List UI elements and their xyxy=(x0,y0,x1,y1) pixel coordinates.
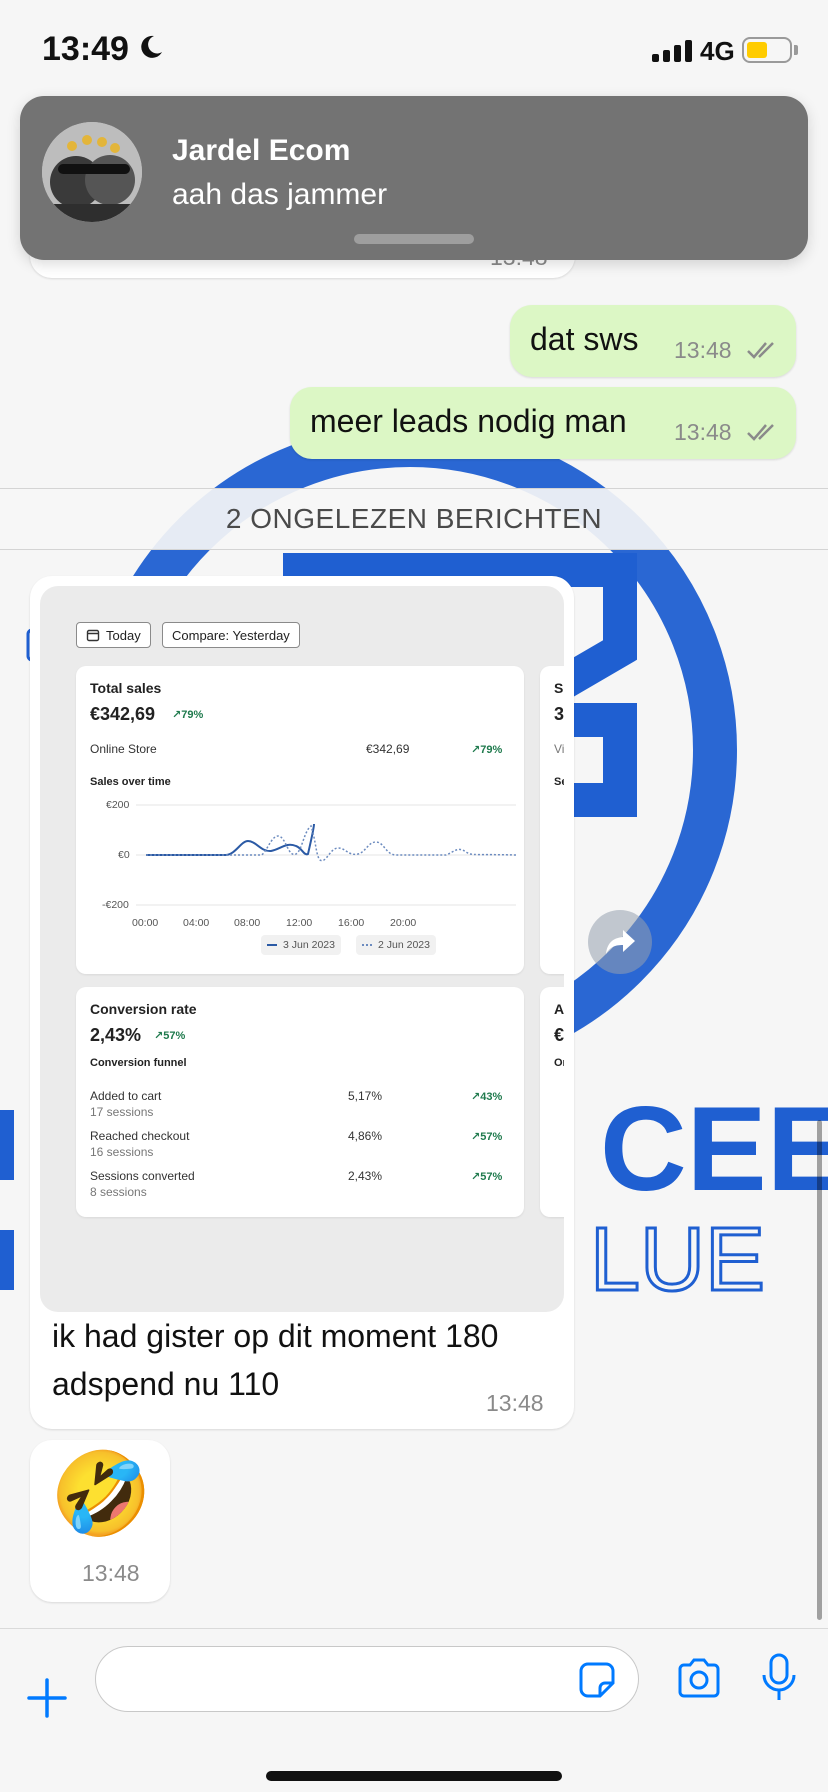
message-text: dat sws xyxy=(530,321,639,357)
total-sales-card: Total sales €342,69 ↗79% Online Store €3… xyxy=(76,666,524,974)
message-time: 13:48 xyxy=(674,337,732,363)
image-message-bubble[interactable]: Today Compare: Yesterday Total sales €34… xyxy=(30,576,574,1429)
chat-area[interactable]: CEE LUE 13:48 dat sws 13:48 meer leads n… xyxy=(0,100,828,1628)
funnel-sessions: 8 sessions xyxy=(90,1185,147,1199)
funnel-sessions: 16 sessions xyxy=(90,1145,154,1159)
moon-icon xyxy=(141,35,162,58)
calendar-icon xyxy=(86,629,100,642)
x-tick: 00:00 xyxy=(132,917,159,929)
image-caption-line1: ik had gister op dit moment 180 xyxy=(52,1318,499,1354)
online-store-change: ↗79% xyxy=(471,744,503,756)
funnel-label: Reached checkout xyxy=(90,1129,190,1143)
home-indicator[interactable] xyxy=(266,1771,562,1781)
forward-icon xyxy=(606,930,635,954)
legend-current: 3 Jun 2023 xyxy=(261,935,341,955)
funnel-label: Added to cart xyxy=(90,1089,162,1103)
sticker-icon[interactable] xyxy=(578,1661,616,1699)
plus-icon[interactable] xyxy=(26,1677,68,1719)
sessions-card-partial: S 3 Vi Se xyxy=(540,666,564,974)
status-time: 13:49 xyxy=(42,30,129,68)
battery-icon xyxy=(742,37,792,63)
message-input[interactable] xyxy=(95,1646,639,1712)
shopify-screenshot[interactable]: Today Compare: Yesterday Total sales €34… xyxy=(40,586,564,1312)
camera-icon[interactable] xyxy=(676,1657,722,1699)
x-tick: 16:00 xyxy=(338,917,365,929)
sales-chart-title: Sales over time xyxy=(90,776,171,788)
funnel-pct: 4,86% xyxy=(348,1129,383,1143)
notification-sender: Jardel Ecom xyxy=(172,134,351,167)
scrollbar[interactable] xyxy=(817,1120,822,1620)
avatar xyxy=(42,122,142,222)
message-time: 13:48 xyxy=(674,419,732,445)
message-text: meer leads nodig man xyxy=(310,403,627,439)
forward-button[interactable] xyxy=(588,910,652,974)
sales-line-chart xyxy=(136,804,516,906)
x-tick: 20:00 xyxy=(390,917,417,929)
notification-banner[interactable]: Jardel Ecom aah das jammer xyxy=(20,96,808,260)
funnel-pct: 2,43% xyxy=(348,1169,383,1183)
card-title: Conversion rate xyxy=(90,1001,197,1017)
funnel-change: ↗43% xyxy=(471,1091,503,1103)
x-tick: 04:00 xyxy=(183,917,210,929)
funnel-label: Sessions converted xyxy=(90,1169,195,1183)
emoji-message-bubble[interactable]: 🤣 13:48 xyxy=(30,1440,170,1602)
aov-card-partial: A € Or xyxy=(540,987,564,1217)
unread-label: 2 ONGELEZEN BERICHTEN xyxy=(225,503,603,534)
card-title: Total sales xyxy=(90,680,162,696)
notification-drag-handle[interactable] xyxy=(354,234,474,244)
read-ticks-icon xyxy=(747,424,774,441)
y-tick: €200 xyxy=(106,799,130,811)
total-sales-change: ↗79% xyxy=(172,709,204,721)
message-time: 13:48 xyxy=(486,1390,544,1416)
network-type: 4G xyxy=(700,36,735,66)
funnel-sessions: 17 sessions xyxy=(90,1105,154,1119)
legend-previous: 2 Jun 2023 xyxy=(356,935,436,955)
outgoing-message-2[interactable]: meer leads nodig man 13:48 xyxy=(290,387,796,459)
online-store-label: Online Store xyxy=(90,742,157,756)
x-tick: 12:00 xyxy=(286,917,313,929)
status-bar: 13:49 4G xyxy=(0,0,828,100)
message-time: 13:48 xyxy=(82,1560,140,1586)
message-input-bar xyxy=(0,1628,828,1792)
funnel-title: Conversion funnel xyxy=(90,1057,187,1069)
funnel-change: ↗57% xyxy=(471,1171,503,1183)
outgoing-message-1[interactable]: dat sws 13:48 xyxy=(510,305,796,377)
notification-message: aah das jammer xyxy=(172,178,388,211)
y-tick: €0 xyxy=(118,849,130,861)
online-store-value: €342,69 xyxy=(366,742,410,756)
conversion-value: 2,43% xyxy=(90,1025,142,1045)
svg-text:CEE: CEE xyxy=(600,1082,828,1216)
x-tick: 08:00 xyxy=(234,917,261,929)
battery-tip xyxy=(794,45,798,55)
emoji: 🤣 xyxy=(50,1449,153,1540)
unread-divider: 2 ONGELEZEN BERICHTEN xyxy=(0,488,828,550)
conversion-change: ↗57% xyxy=(154,1030,186,1042)
signal-icon xyxy=(652,40,692,62)
total-sales-value: €342,69 xyxy=(90,704,156,724)
funnel-change: ↗57% xyxy=(471,1131,503,1143)
svg-text:LUE: LUE xyxy=(590,1210,765,1310)
image-caption-line2: adspend nu 110 xyxy=(52,1366,280,1402)
conversion-rate-card: Conversion rate 2,43% ↗57% Conversion fu… xyxy=(76,987,524,1217)
microphone-icon[interactable] xyxy=(760,1653,798,1703)
avatar-image xyxy=(42,122,142,222)
y-tick: -€200 xyxy=(102,899,129,911)
compare-button: Compare: Yesterday xyxy=(162,622,300,648)
today-button: Today xyxy=(76,622,151,648)
funnel-pct: 5,17% xyxy=(348,1089,383,1103)
read-ticks-icon xyxy=(747,342,774,359)
